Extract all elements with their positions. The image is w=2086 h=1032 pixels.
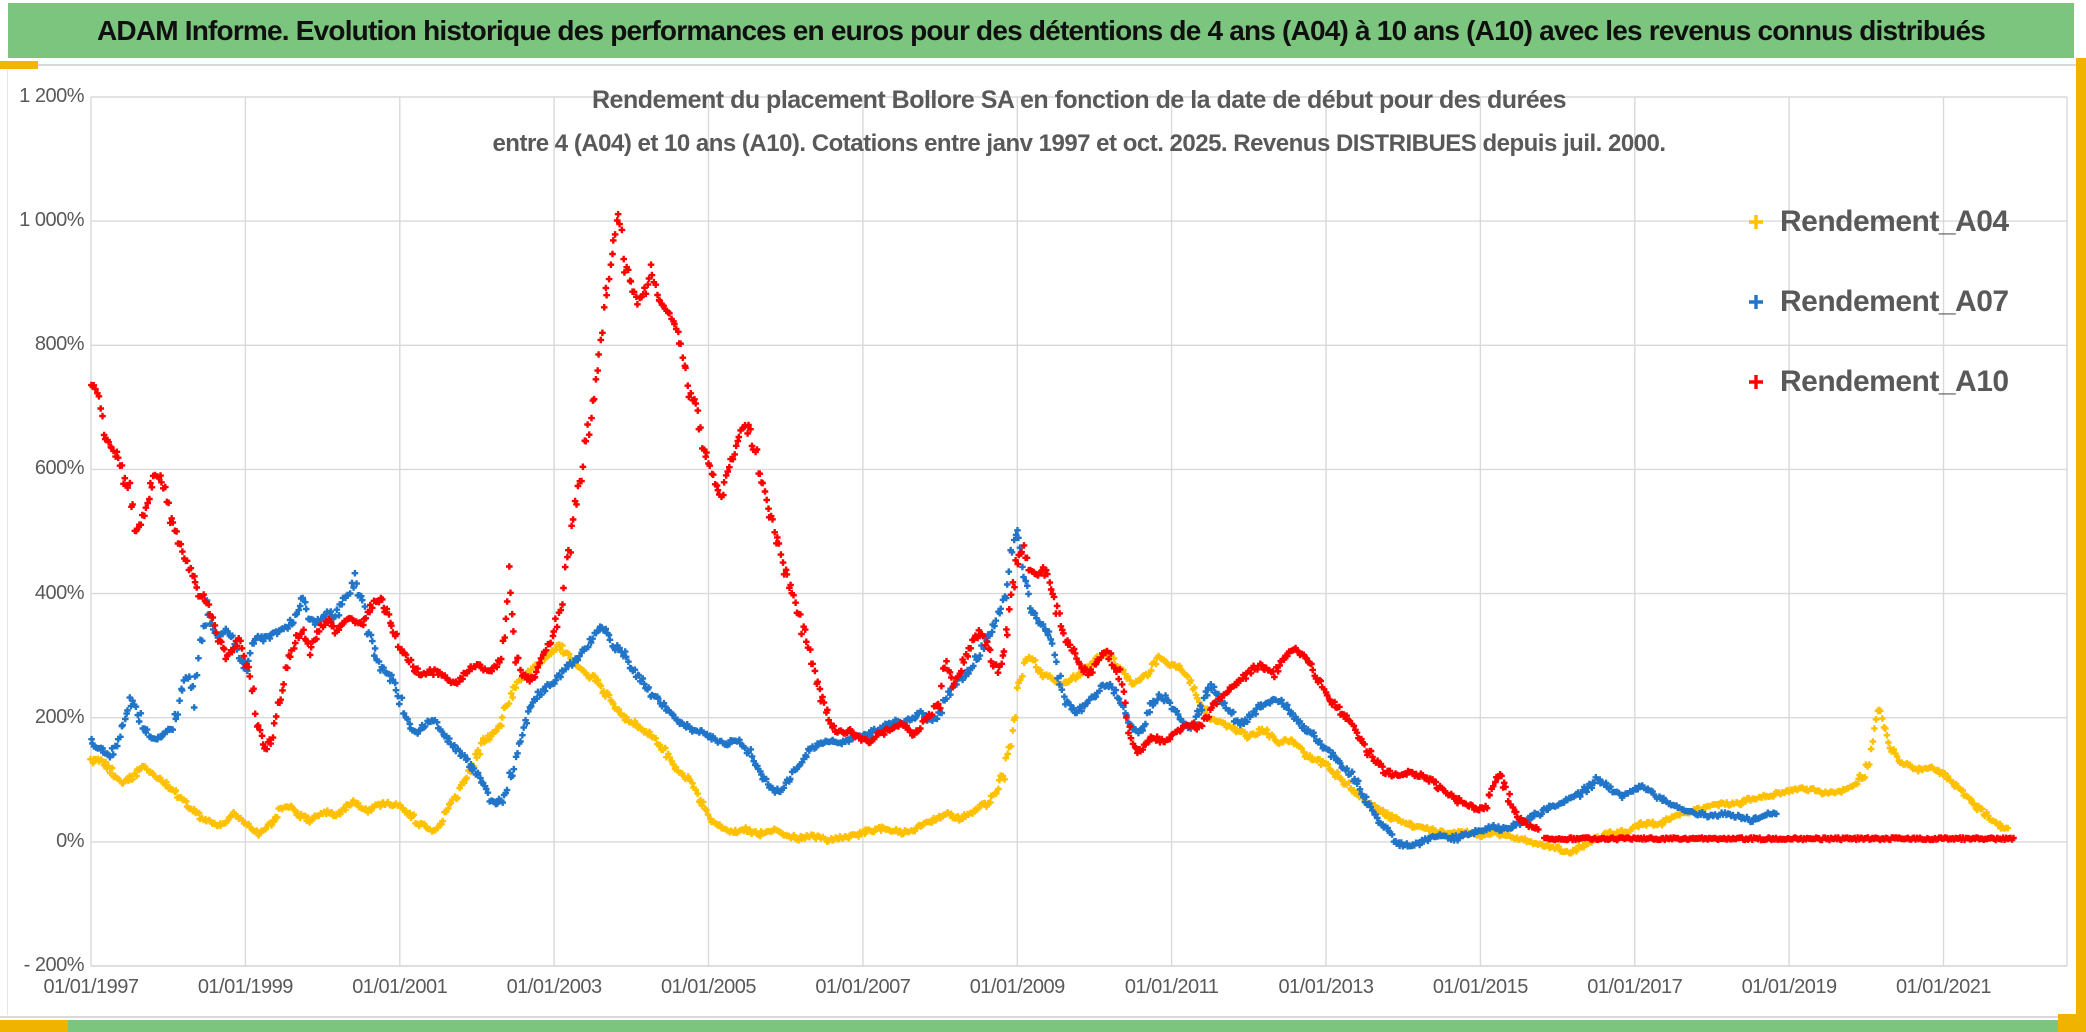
- y-axis-tick-label: 1 000%: [19, 209, 84, 232]
- y-axis-tick-label: 0%: [56, 829, 84, 852]
- gold-accent-corner-bottom-right: [2058, 1014, 2086, 1032]
- y-axis-tick-label: - 200%: [23, 954, 85, 976]
- legend-item-label: Rendement_A07: [1780, 285, 2009, 318]
- plus-marker-icon: [1749, 295, 1763, 309]
- x-axis-tick-label: 01/01/2011: [1124, 976, 1219, 998]
- gold-accent-bar-right: [2076, 58, 2086, 1032]
- banner-title: ADAM Informe. Evolution historique des p…: [96, 14, 1986, 46]
- x-axis-tick-label: 01/01/2005: [660, 976, 757, 998]
- x-axis-tick-label: 01/01/2015: [1432, 976, 1529, 998]
- legend-item-rendement_a04[interactable]: Rendement_A04: [1746, 202, 2009, 242]
- legend-item-rendement_a07[interactable]: Rendement_A07: [1746, 282, 2009, 322]
- chart-title: Rendement du placement Bollore SA en fon…: [91, 86, 2067, 158]
- bottom-divider-line: [0, 1016, 2086, 1018]
- y-axis-tick-label: 600%: [34, 457, 85, 480]
- x-axis-tick-label: 01/01/2007: [815, 976, 911, 998]
- x-axis-tick-label: 01/01/2013: [1278, 976, 1374, 998]
- y-axis-tick-label: 200%: [34, 705, 85, 728]
- chart-legend: Rendement_A04 Rendement_A07 Rendement_A10: [1746, 202, 2009, 442]
- chart-frame-left-border: [7, 70, 8, 1015]
- y-axis-tick-label: 800%: [34, 333, 85, 356]
- plus-marker-icon: [1749, 375, 1763, 389]
- gold-accent-strip-bottom-left: [0, 1020, 68, 1032]
- x-axis-tick-label: 01/01/2001: [352, 976, 448, 998]
- x-axis-tick-label: 01/01/2021: [1895, 976, 1992, 998]
- x-axis-tick-label: 01/01/2003: [506, 976, 603, 998]
- legend-item-rendement_a10[interactable]: Rendement_A10: [1746, 362, 2009, 402]
- plus-marker-icon: [1749, 215, 1763, 229]
- gold-accent-tab: [0, 61, 38, 69]
- gridlines: [90, 96, 2068, 967]
- chart-title-line1: Rendement du placement Bollore SA en fon…: [591, 86, 1567, 114]
- legend-item-label: Rendement_A10: [1780, 365, 2009, 398]
- series-rendement_a07[interactable]: [88, 527, 1780, 850]
- x-axis-tick-label: 01/01/2009: [969, 976, 1066, 998]
- x-axis-tick-label: 01/01/2017: [1587, 976, 1683, 998]
- top-divider-line: [38, 64, 2076, 66]
- y-axis-tick-label: 400%: [34, 581, 85, 604]
- legend-item-label: Rendement_A04: [1780, 205, 2009, 238]
- x-axis-tick-label: 01/01/1997: [43, 976, 139, 998]
- chart-title-line2: entre 4 (A04) et 10 ans (A10). Cotations…: [492, 130, 1666, 157]
- series-rendement_a04[interactable]: [87, 641, 2012, 857]
- banner: ADAM Informe. Evolution historique des p…: [8, 3, 2074, 58]
- series-rendement_a10[interactable]: [88, 210, 2017, 844]
- x-axis-tick-label: 01/01/1999: [197, 976, 294, 998]
- green-strip-bottom: [68, 1020, 2058, 1032]
- y-axis-tick-label: 1 200%: [19, 85, 84, 107]
- x-axis-tick-label: 01/01/2019: [1741, 976, 1838, 998]
